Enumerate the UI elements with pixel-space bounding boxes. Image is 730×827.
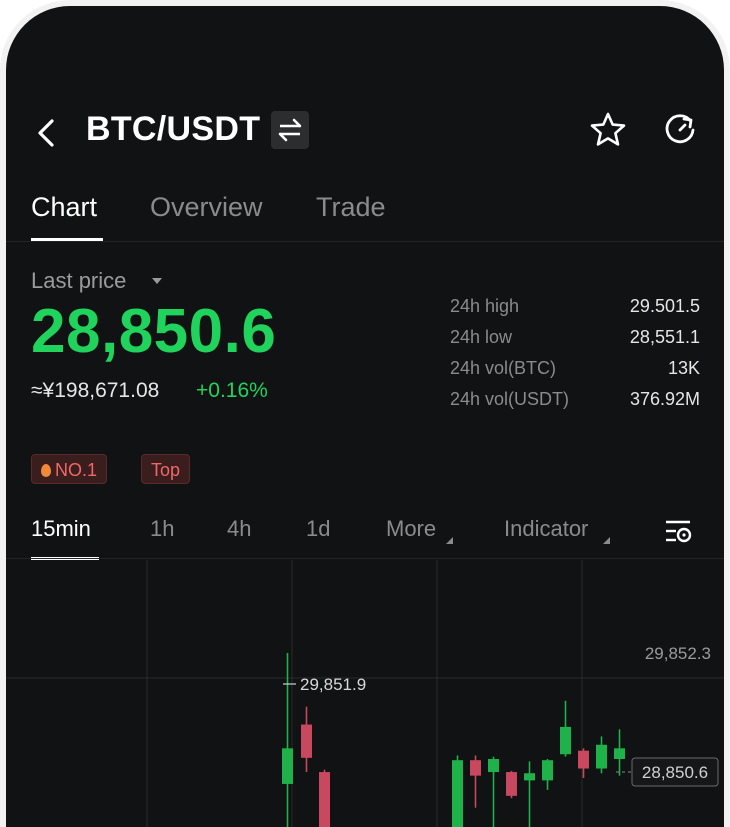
timeframe-more[interactable]: More — [386, 516, 436, 542]
stat-value-24h-high: 29.501.5 — [629, 296, 700, 316]
stat-label-24h-low: 24h low — [450, 327, 513, 347]
stat-label-24h-vol-usdt: 24h vol(USDT) — [450, 389, 570, 409]
cny-equivalent: ≈¥198,671.08 — [31, 379, 160, 402]
stat-value-24h-vol-btc: 13K — [667, 358, 700, 378]
tabs-divider — [6, 241, 724, 242]
timeframe-4h[interactable]: 4h — [227, 516, 252, 541]
timeframe-1d[interactable]: 1d — [306, 516, 331, 541]
top-badge[interactable]: Top — [141, 454, 191, 484]
timeframe-1h[interactable]: 1h — [150, 516, 175, 541]
candle-body — [542, 760, 553, 781]
dropdown-corner-icon — [603, 537, 610, 544]
candle-body — [596, 744, 607, 769]
candle-body — [452, 760, 463, 827]
candle-body — [301, 724, 312, 758]
refresh-button[interactable] — [660, 110, 700, 150]
last-price-label[interactable]: Last price — [31, 268, 127, 293]
favorite-button[interactable] — [588, 110, 628, 150]
stat-label-24h-vol-btc: 24h vol(BTC) — [450, 358, 557, 378]
candles — [282, 653, 625, 827]
last-price: 28,850.6 — [31, 297, 277, 366]
timeframe-15min[interactable]: 15min — [31, 516, 91, 541]
candle-body — [319, 772, 330, 827]
chart-settings-icon — [666, 520, 692, 543]
candle-body — [578, 750, 589, 769]
rank-badge-label: NO.1 — [55, 460, 98, 480]
stat-value-24h-low: 28,551.1 — [629, 327, 700, 347]
stat-value-24h-vol-usdt: 376.92M — [629, 389, 700, 409]
timeframe-divider — [6, 558, 724, 559]
swap-arrows-icon — [278, 118, 302, 142]
chart-settings-button[interactable] — [664, 518, 694, 546]
indicator-dropdown[interactable]: Indicator — [504, 516, 588, 542]
rank-badge[interactable]: NO.1 — [31, 454, 108, 484]
tab-active-indicator — [31, 238, 103, 241]
dropdown-corner-icon — [446, 537, 453, 544]
swap-pair-button[interactable] — [271, 111, 309, 149]
top-badge-label: Top — [151, 460, 181, 480]
star-outline-icon — [590, 112, 626, 146]
candle-body — [614, 748, 625, 760]
current-price-tag — [631, 757, 719, 787]
candle-body — [470, 760, 481, 776]
flame-icon — [41, 464, 51, 477]
high-marker-label: 29,851.9 — [300, 675, 366, 694]
back-button[interactable] — [30, 109, 64, 157]
candle-body — [282, 748, 293, 784]
tab-overview[interactable]: Overview — [150, 192, 263, 222]
candle-body — [560, 726, 571, 755]
indicator-label: Indicator — [504, 516, 589, 541]
pair-title[interactable]: BTC/USDT — [86, 110, 261, 148]
refresh-icon — [665, 114, 695, 144]
candle-body — [488, 759, 499, 773]
stat-label-24h-high: 24h high — [450, 296, 520, 316]
candle-body — [524, 773, 535, 781]
chevron-left-icon — [38, 119, 54, 147]
tab-trade[interactable]: Trade — [316, 192, 386, 222]
caret-down-icon[interactable] — [152, 278, 162, 284]
candle-body — [506, 772, 517, 796]
tab-chart[interactable]: Chart — [31, 192, 98, 222]
current-price-tag-label: 28,850.6 — [642, 763, 708, 782]
app-screen: BTC/USDT Chart Overview Trade Last price… — [6, 6, 724, 827]
candlestick-chart[interactable]: 29,852.3 29,851.9 28,850.6 — [6, 560, 724, 827]
price-change-pct: +0.16% — [196, 379, 268, 402]
price-scale-upper-label: 29,852.3 — [645, 644, 711, 663]
more-label: More — [386, 516, 437, 541]
